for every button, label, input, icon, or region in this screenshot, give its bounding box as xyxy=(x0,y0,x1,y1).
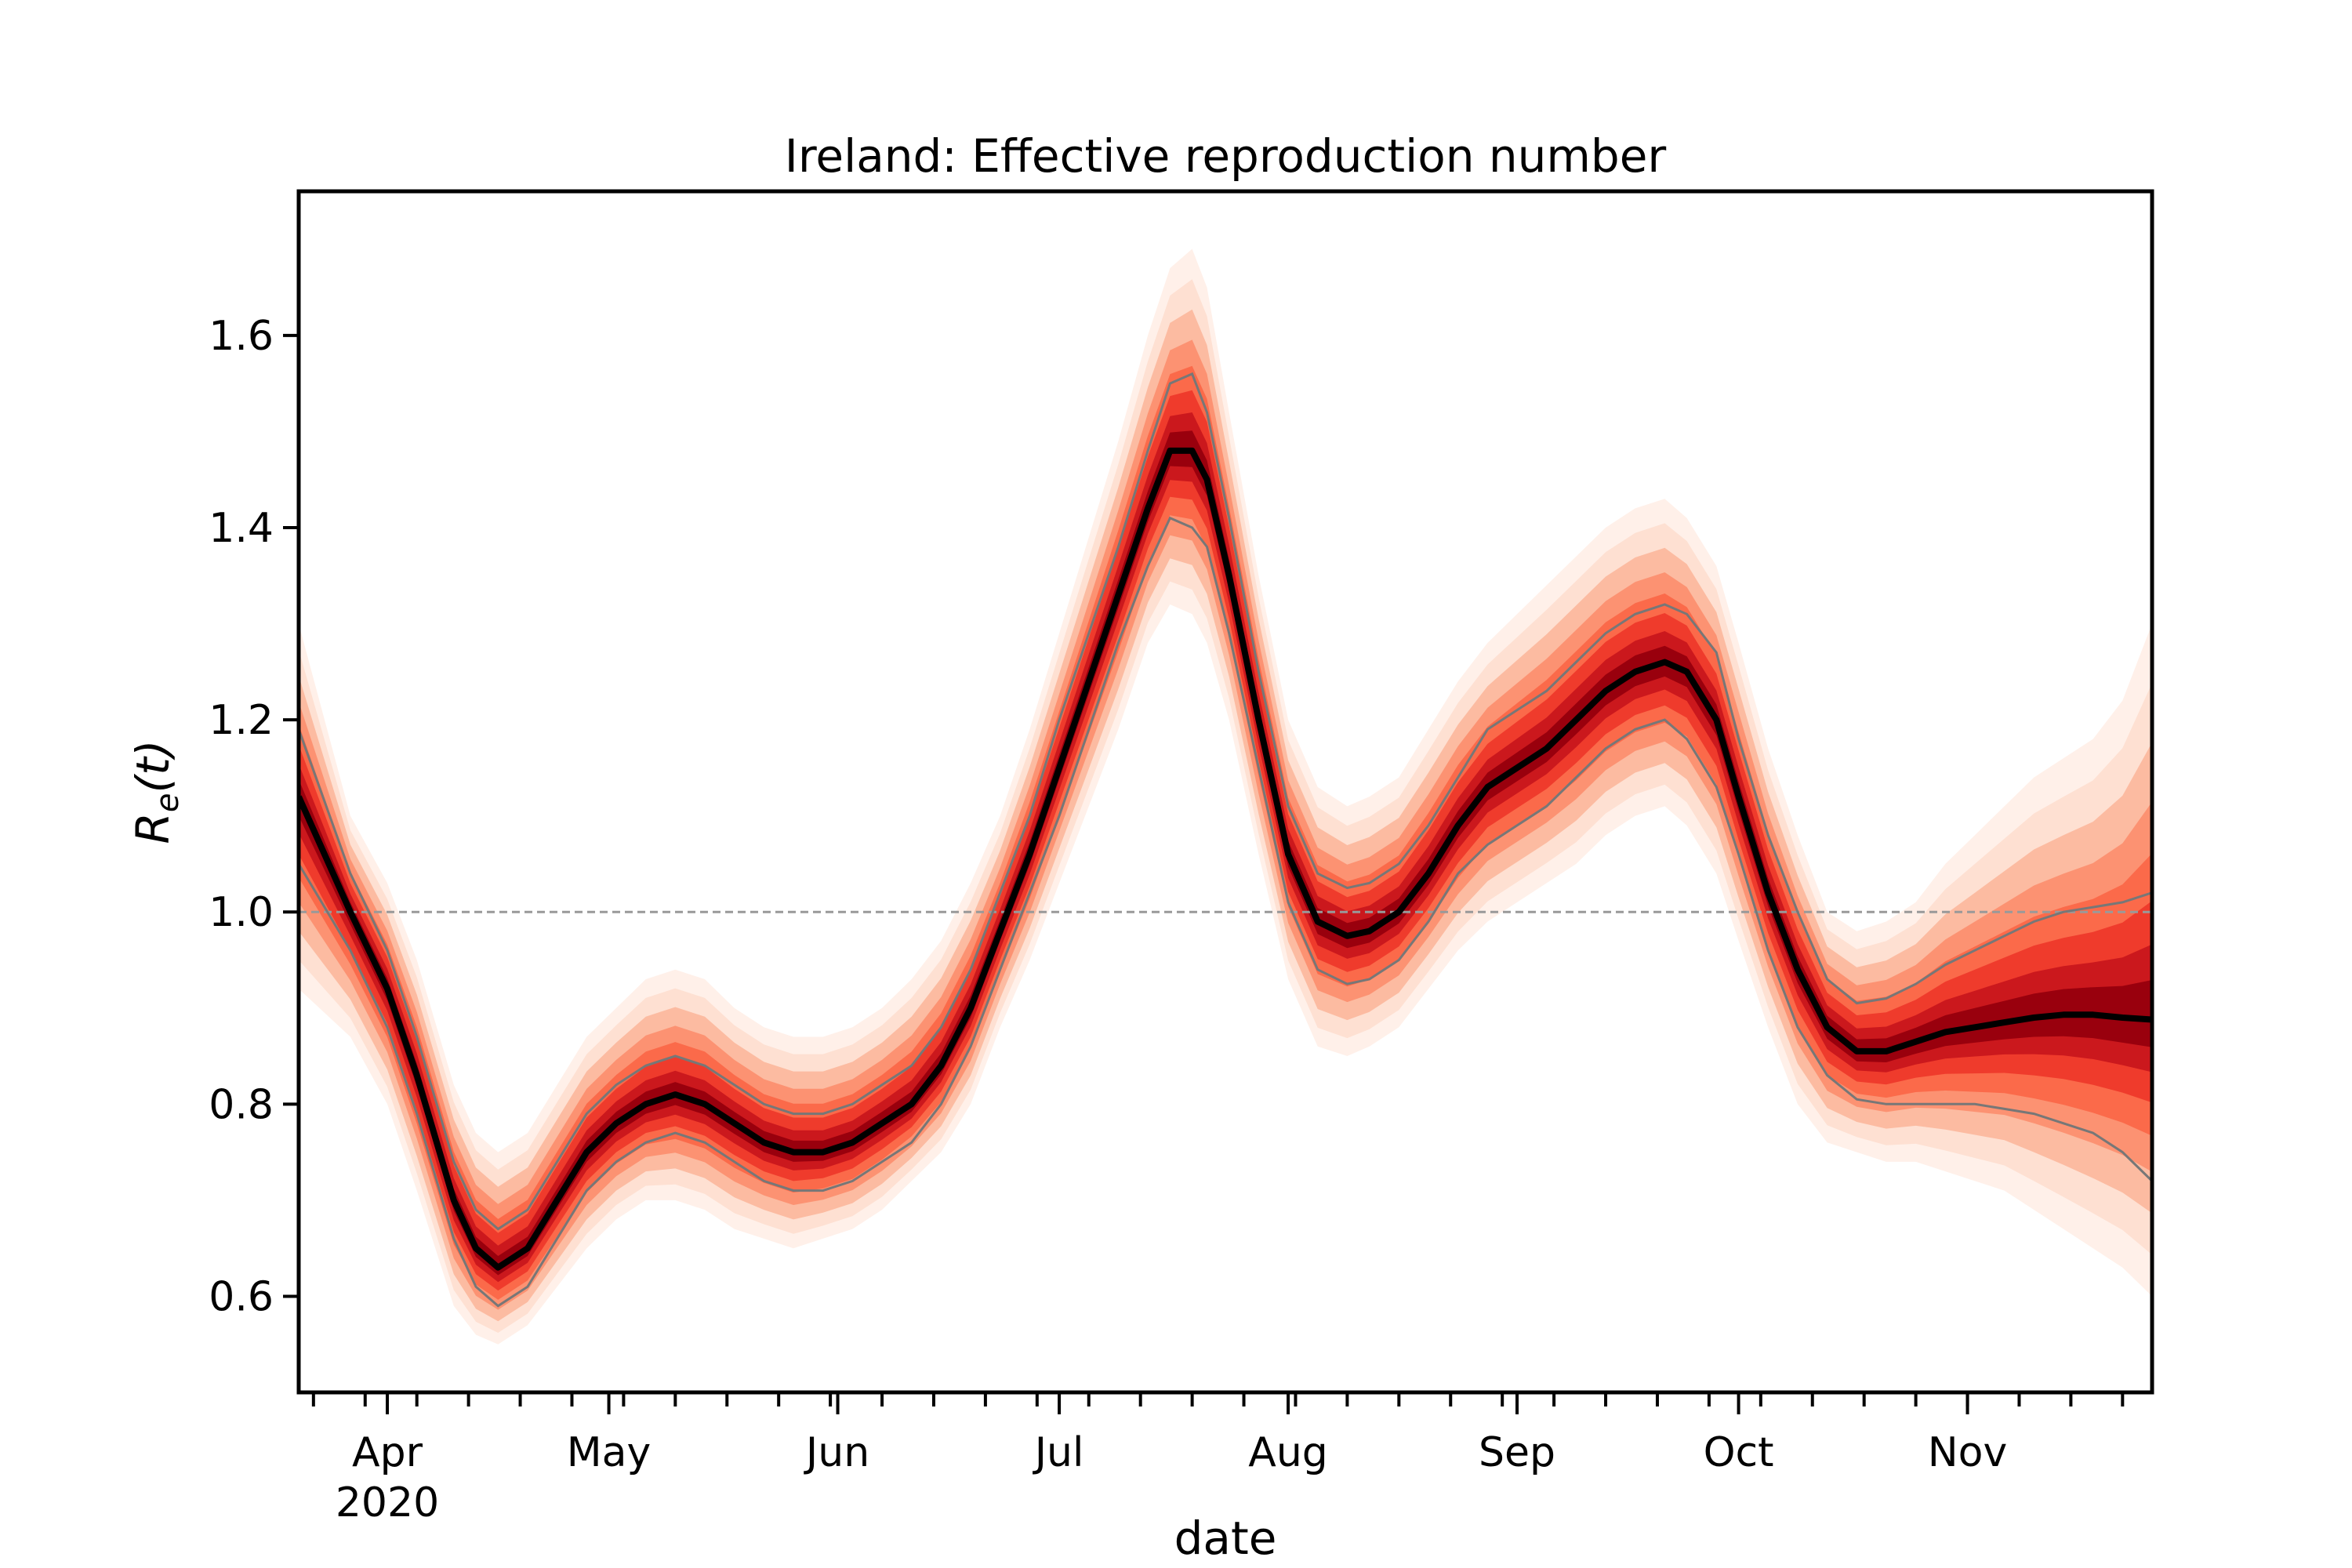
x-tick-label: Nov xyxy=(1928,1429,2008,1476)
x-tick-label: May xyxy=(567,1429,652,1476)
uncertainty-band-7 xyxy=(299,412,2152,1283)
y-tick-label: 0.8 xyxy=(209,1081,274,1128)
y-axis-label: Re(t) xyxy=(126,740,186,844)
ci-lower-line xyxy=(299,516,2152,1308)
x-tick-year-label: 2020 xyxy=(336,1479,439,1526)
x-tick-label: Jun xyxy=(804,1429,869,1476)
y-axis-label-arg: (t) xyxy=(126,740,180,793)
x-axis-label: date xyxy=(1174,1512,1277,1565)
x-tick-label: Jul xyxy=(1033,1429,1084,1476)
x-tick-label: Oct xyxy=(1704,1429,1774,1476)
median-line xyxy=(299,447,2152,1271)
y-axis: 0.6 0.8 1.0 1.2 1.4 1.6 xyxy=(209,313,299,1320)
ci-upper-line xyxy=(299,372,2152,1231)
y-axis-label-sub: e xyxy=(150,793,186,813)
plot-frame xyxy=(296,189,2154,1395)
plot-area xyxy=(299,249,2152,1345)
uncertainty-band-3 xyxy=(299,309,2152,1322)
y-tick-label: 1.4 xyxy=(209,505,274,552)
x-tick-label: Apr xyxy=(352,1429,423,1476)
y-tick-label: 1.2 xyxy=(209,697,274,744)
y-axis-label-main: R xyxy=(126,812,180,844)
uncertainty-bands xyxy=(299,249,2152,1345)
y-tick-label: 1.0 xyxy=(209,889,274,936)
chart-title: Ireland: Effective reproduction number xyxy=(785,129,1667,183)
x-tick-label: Aug xyxy=(1248,1429,1328,1476)
y-tick-label: 1.6 xyxy=(209,313,274,360)
x-tick-label: Sep xyxy=(1479,1429,1555,1476)
y-tick-label: 0.6 xyxy=(209,1273,274,1320)
